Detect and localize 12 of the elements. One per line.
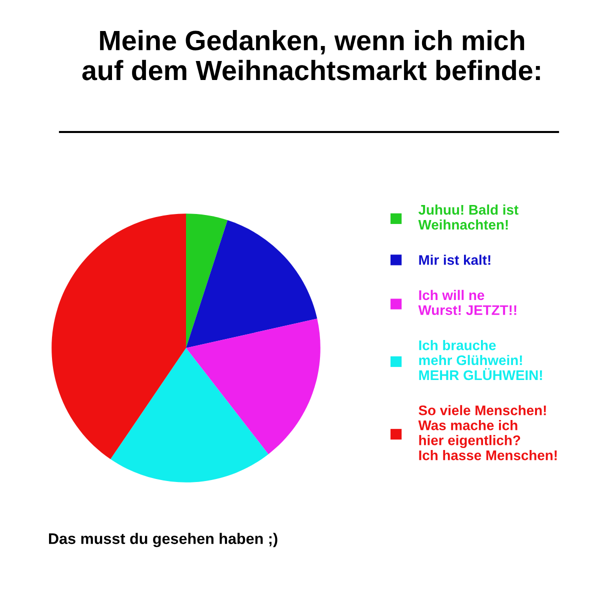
pie-slice	[186, 214, 228, 348]
pie-slice	[186, 318, 320, 454]
text: Das musst du gesehen haben ;)	[49, 532, 278, 548]
legend-label: Ich will ne Wurst! JETZT!!	[418, 290, 516, 316]
legend-label: Mir ist kalt!	[419, 254, 490, 265]
pie-slice	[110, 348, 268, 482]
pie-slice	[52, 214, 186, 460]
pie-slice	[186, 220, 318, 348]
legend-label: So viele Menschen! Was mache ich hier eigentlich? Ich hasse Menschen!	[418, 405, 557, 460]
legend-label: Juhuu! Bald ist Weihnachten!	[418, 204, 518, 230]
legend-label: Ich brauche mehr Glühwein! MEHR GLÜHWEIN!	[419, 340, 542, 380]
chart-title: Meine Gedanken, wenn ich mich auf dem Weihnachtsmarkt befinde:	[82, 30, 540, 80]
